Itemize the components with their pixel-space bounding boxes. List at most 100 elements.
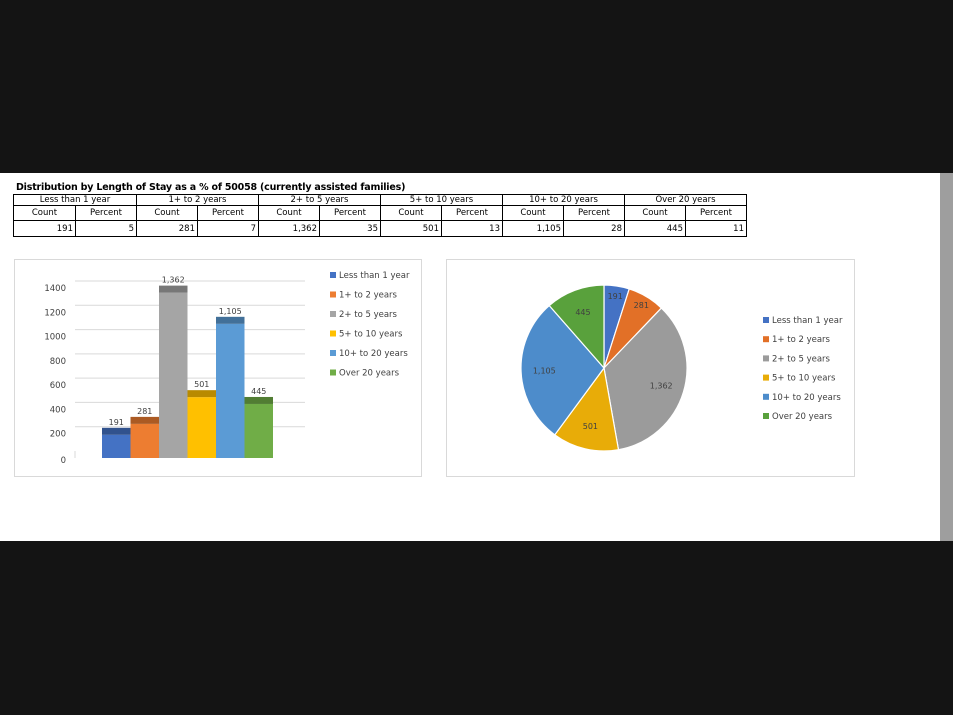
bar-top — [216, 316, 245, 324]
pie-slice — [520, 304, 605, 436]
legend-swatch — [763, 336, 769, 343]
bar-top — [159, 285, 188, 293]
legend-swatch — [763, 355, 769, 362]
bar-front — [187, 397, 216, 458]
percent-cell-5[interactable]: 11 — [685, 220, 747, 237]
bar-front — [159, 292, 188, 458]
percent-cell-2[interactable]: 35 — [319, 220, 381, 237]
pie-slice — [548, 284, 605, 370]
count-cell-3[interactable]: 501 — [380, 220, 442, 237]
column-header-row: Count Percent Count Percent Count Percent Coun… — [13, 205, 747, 221]
vertical-scrollbar[interactable] — [940, 173, 953, 541]
legend-label: Over 20 years — [339, 369, 400, 379]
bar-data-label: 1,105 — [219, 307, 242, 316]
legend-label: Less than 1 year — [339, 271, 410, 281]
bar-front — [244, 403, 273, 458]
pie-data-label: 445 — [575, 308, 590, 317]
pie-data-label: 1,362 — [650, 381, 673, 390]
bar-front — [102, 434, 131, 458]
count-header-4[interactable]: Count — [502, 205, 564, 221]
pie-data-label: 281 — [634, 301, 649, 310]
group-header-row: Less than 1 year 1+ to 2 years 2+ to 5 yea… — [13, 194, 747, 206]
spreadsheet-area: Distribution by Length of Stay as a % of… — [0, 173, 940, 541]
count-header-1[interactable]: Count — [136, 205, 198, 221]
legend-swatch — [330, 369, 336, 376]
percent-header-1[interactable]: Percent — [197, 205, 259, 221]
percent-cell-4[interactable]: 28 — [563, 220, 625, 237]
legend-label: 2+ to 5 years — [772, 354, 831, 364]
pie-slice — [553, 366, 620, 452]
count-cell-2[interactable]: 1,362 — [258, 220, 320, 237]
bar-top — [244, 396, 273, 404]
percent-header-3[interactable]: Percent — [441, 205, 503, 221]
pie-chart[interactable]: 191 281 1,362 501 1,105 445 Less than 1 year 1+… — [446, 259, 855, 477]
percent-cell-1[interactable]: 7 — [197, 220, 259, 237]
pie-data-label: 191 — [608, 292, 623, 301]
legend-swatch — [763, 317, 769, 323]
pie-data-label: 1,105 — [533, 367, 556, 376]
percent-header-4[interactable]: Percent — [563, 205, 625, 221]
legend-label: 5+ to 10 years — [772, 374, 836, 384]
group-header-0[interactable]: Less than 1 year — [13, 194, 137, 206]
bar-front — [130, 423, 159, 458]
pie-slice — [603, 307, 688, 451]
y-tick-label: 600 — [50, 381, 66, 391]
bar-top — [187, 390, 216, 398]
legend-label: 10+ to 20 years — [772, 393, 841, 403]
bar-chart-svg: 0 200 400 600 800 1000 1200 1400 191 281 1,362 501 1… — [44, 271, 410, 466]
bar-top — [130, 416, 159, 424]
legend-swatch — [763, 413, 769, 419]
y-tick-label: 200 — [50, 430, 66, 440]
count-cell-1[interactable]: 281 — [136, 220, 198, 237]
legend-label: 2+ to 5 years — [339, 310, 398, 320]
count-header-2[interactable]: Count — [258, 205, 320, 221]
pie-data-label: 501 — [583, 422, 598, 431]
percent-cell-0[interactable]: 5 — [75, 220, 137, 237]
legend-swatch — [763, 374, 769, 381]
y-tick-label: 800 — [50, 357, 66, 367]
pie-chart-svg: 191 281 1,362 501 1,105 445 Less than 1 year 1+… — [520, 284, 843, 452]
group-header-1[interactable]: 1+ to 2 years — [136, 194, 259, 206]
legend-swatch — [330, 350, 336, 356]
group-header-2[interactable]: 2+ to 5 years — [258, 194, 381, 206]
bar-data-label: 281 — [137, 407, 152, 416]
legend-swatch — [330, 311, 336, 317]
count-cell-5[interactable]: 445 — [624, 220, 686, 237]
legend-label: 10+ to 20 years — [339, 349, 408, 359]
percent-header-2[interactable]: Percent — [319, 205, 381, 221]
legend-swatch — [330, 330, 336, 337]
legend-label: 1+ to 2 years — [772, 335, 831, 345]
legend-swatch — [763, 393, 769, 400]
count-header-5[interactable]: Count — [624, 205, 686, 221]
percent-header-0[interactable]: Percent — [75, 205, 137, 221]
percent-header-5[interactable]: Percent — [685, 205, 747, 221]
bar-chart[interactable]: 0 200 400 600 800 1000 1200 1400 191 281 1,362 501 1… — [14, 259, 422, 477]
count-header-0[interactable]: Count — [13, 205, 76, 221]
group-header-3[interactable]: 5+ to 10 years — [380, 194, 503, 206]
percent-cell-3[interactable]: 13 — [441, 220, 503, 237]
y-tick-label: 1400 — [44, 284, 66, 294]
bar-data-label: 501 — [194, 380, 209, 389]
count-cell-0[interactable]: 191 — [13, 220, 76, 237]
y-tick-label: 1000 — [44, 333, 66, 343]
legend-label: 1+ to 2 years — [339, 291, 398, 301]
count-header-3[interactable]: Count — [380, 205, 442, 221]
table-title: Distribution by Length of Stay as a % of… — [16, 182, 406, 193]
bar-front — [216, 323, 245, 458]
legend-swatch — [330, 291, 336, 298]
bar-data-label: 1,362 — [162, 276, 185, 285]
distribution-table: Less than 1 year 1+ to 2 years 2+ to 5 yea… — [13, 194, 747, 237]
legend-label: Less than 1 year — [772, 316, 843, 326]
y-tick-label: 1200 — [44, 308, 66, 318]
value-row: 191 5 281 7 1,362 35 501 13 1,105 28 445 11 — [13, 220, 747, 237]
y-tick-label: 400 — [50, 405, 66, 415]
legend-label: 5+ to 10 years — [339, 330, 403, 340]
group-header-4[interactable]: 10+ to 20 years — [502, 194, 625, 206]
y-tick-label: 0 — [61, 456, 66, 466]
bar-top — [102, 427, 131, 435]
count-cell-4[interactable]: 1,105 — [502, 220, 564, 237]
group-header-5[interactable]: Over 20 years — [624, 194, 747, 206]
bar-data-label: 445 — [251, 387, 266, 396]
bar-data-label: 191 — [109, 418, 124, 427]
legend-swatch — [330, 272, 336, 278]
